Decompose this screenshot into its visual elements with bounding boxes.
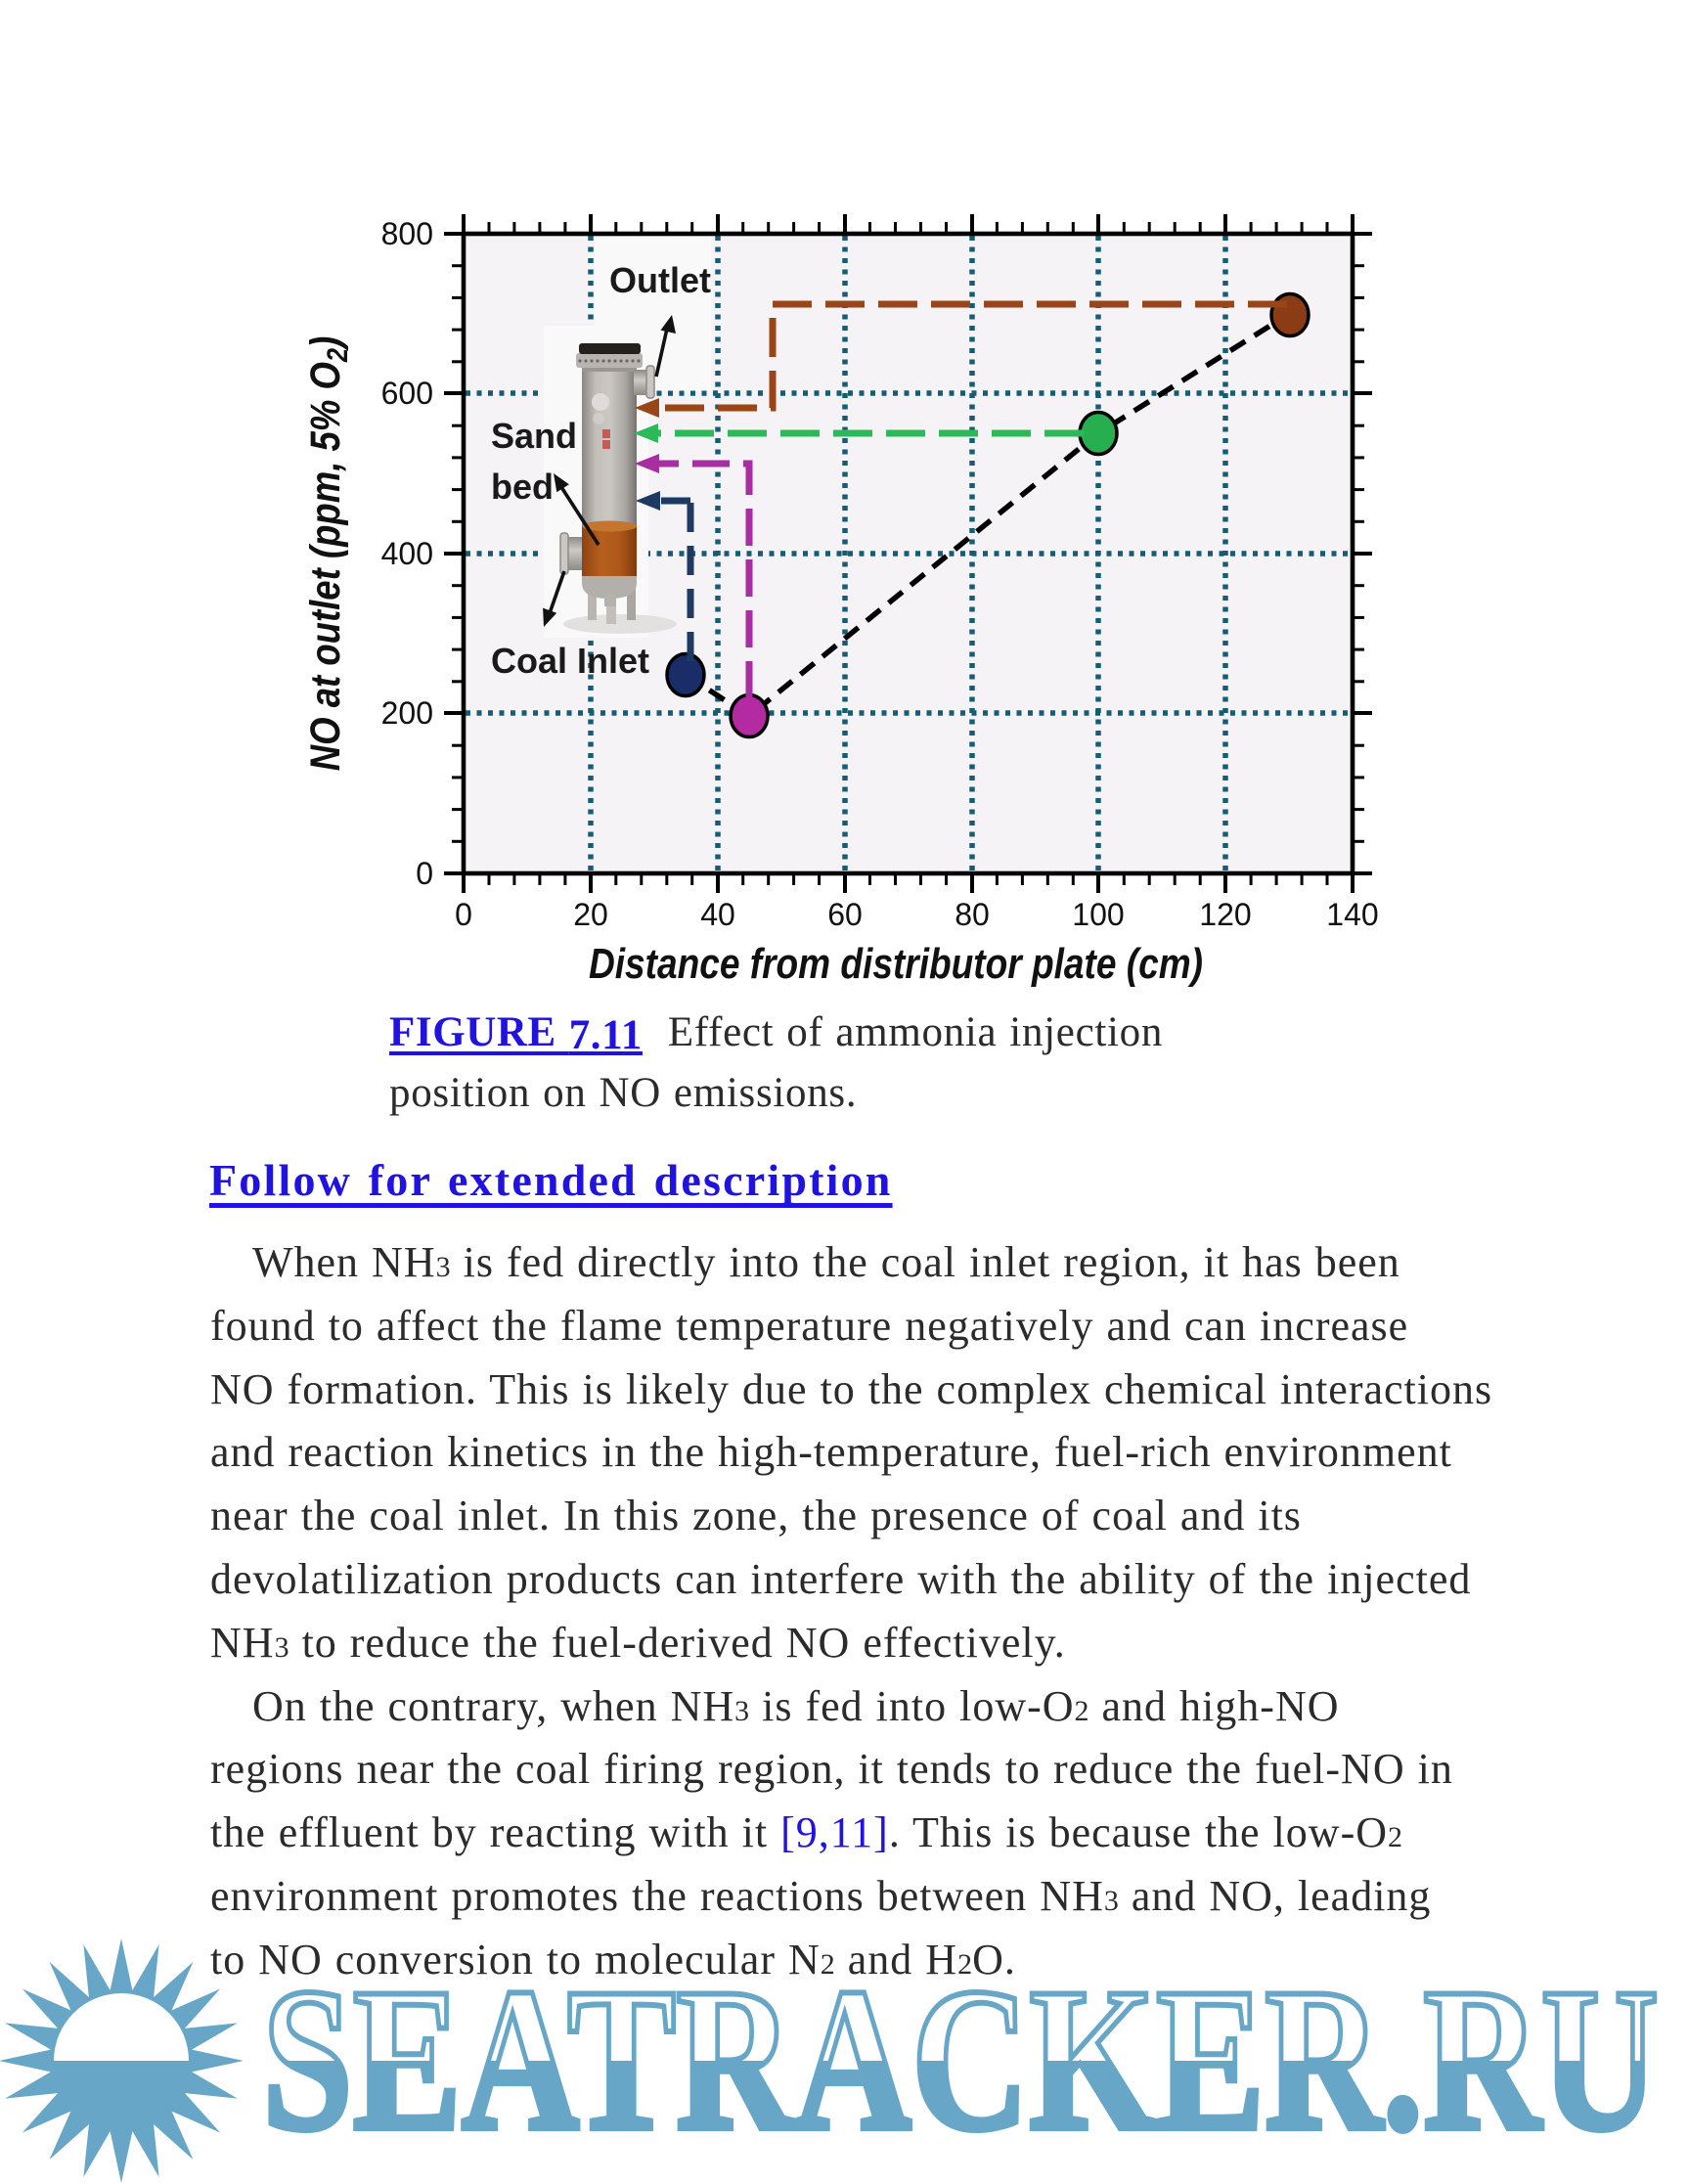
svg-text:400: 400 [381,536,433,571]
svg-text:SEATRACKER.RU: SEATRACKER.RU [262,1946,1659,2173]
svg-text:bed: bed [491,467,554,507]
svg-text:60: 60 [827,897,863,932]
svg-text:Outlet: Outlet [609,260,711,300]
svg-text:NO at outlet (ppm, 5% O2): NO at outlet (ppm, 5% O2) [302,336,353,772]
svg-text:200: 200 [381,695,433,731]
svg-text:140: 140 [1326,897,1378,932]
svg-text:Sand: Sand [491,416,577,456]
svg-text:Distance from distributor plat: Distance from distributor plate (cm) [589,940,1203,988]
svg-text:600: 600 [381,376,433,411]
svg-text:Coal Inlet: Coal Inlet [491,641,649,681]
svg-text:0: 0 [416,856,433,891]
svg-text:120: 120 [1199,897,1251,932]
svg-text:80: 80 [955,897,990,932]
svg-text:100: 100 [1072,897,1124,932]
svg-text:0: 0 [455,897,472,932]
svg-text:800: 800 [381,216,433,251]
svg-text:40: 40 [700,897,735,932]
svg-text:20: 20 [573,897,608,932]
